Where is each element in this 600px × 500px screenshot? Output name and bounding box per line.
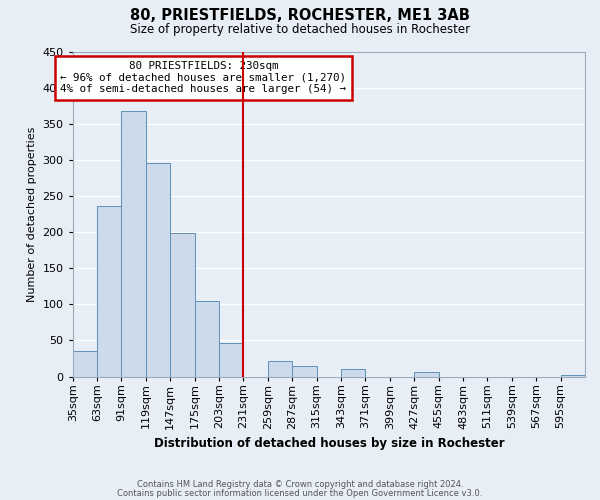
Bar — [292, 366, 317, 376]
Text: Contains HM Land Registry data © Crown copyright and database right 2024.: Contains HM Land Registry data © Crown c… — [137, 480, 463, 489]
Bar — [560, 375, 585, 376]
Bar — [194, 300, 219, 376]
Bar — [97, 206, 121, 376]
Text: Size of property relative to detached houses in Rochester: Size of property relative to detached ho… — [130, 22, 470, 36]
Bar — [121, 110, 146, 376]
Bar — [73, 352, 97, 376]
Text: 80, PRIESTFIELDS, ROCHESTER, ME1 3AB: 80, PRIESTFIELDS, ROCHESTER, ME1 3AB — [130, 8, 470, 22]
Bar — [341, 370, 365, 376]
Y-axis label: Number of detached properties: Number of detached properties — [27, 126, 37, 302]
Bar — [268, 362, 292, 376]
Bar — [146, 164, 170, 376]
Text: 80 PRIESTFIELDS: 230sqm
← 96% of detached houses are smaller (1,270)
4% of semi-: 80 PRIESTFIELDS: 230sqm ← 96% of detache… — [61, 62, 346, 94]
Bar — [170, 233, 194, 376]
Bar — [219, 344, 244, 376]
Bar — [414, 372, 439, 376]
Text: Contains public sector information licensed under the Open Government Licence v3: Contains public sector information licen… — [118, 488, 482, 498]
X-axis label: Distribution of detached houses by size in Rochester: Distribution of detached houses by size … — [154, 437, 504, 450]
